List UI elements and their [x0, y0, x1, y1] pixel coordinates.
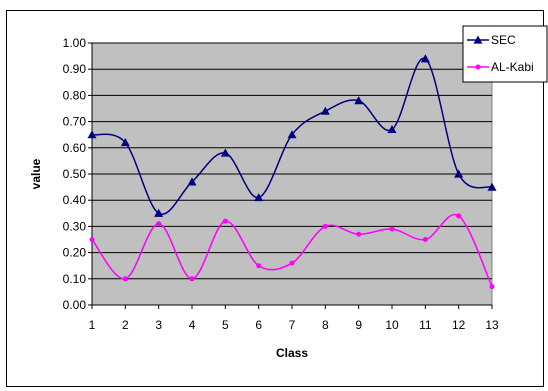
data-point — [387, 124, 397, 134]
y-tick-label: 0.00 — [63, 298, 87, 312]
x-tick-label: 5 — [222, 318, 229, 332]
legend: SEC AL-Kabi — [462, 25, 548, 83]
data-point — [322, 223, 328, 229]
legend-item: SEC — [467, 33, 516, 47]
y-tick-label: 0.80 — [63, 88, 87, 102]
y-tick-label: 0.20 — [63, 246, 87, 260]
y-tick-label: 0.90 — [63, 62, 87, 76]
data-point — [222, 218, 228, 224]
data-point — [356, 231, 362, 237]
legend-item: AL-Kabi — [467, 60, 534, 74]
x-tick-label: 10 — [385, 318, 399, 332]
data-point — [454, 169, 464, 178]
data-point — [122, 276, 128, 282]
data-point — [489, 284, 495, 290]
series-2 — [89, 213, 495, 290]
data-point — [420, 54, 430, 63]
x-tick-label: 4 — [189, 318, 196, 332]
y-tick-label: 0.50 — [63, 167, 87, 181]
x-tick-label: 7 — [289, 318, 296, 332]
y-tick-label: 0.60 — [63, 141, 87, 155]
x-tick-label: 8 — [322, 318, 329, 332]
data-point — [254, 193, 264, 202]
data-point — [220, 148, 230, 157]
data-point — [154, 208, 164, 217]
data-point — [156, 221, 162, 227]
y-tick-label: 1.00 — [63, 36, 87, 50]
legend-marker — [473, 35, 483, 44]
x-tick-label: 12 — [452, 318, 466, 332]
x-tick-label: 11 — [419, 318, 432, 332]
gridlines — [88, 42, 492, 306]
data-point — [422, 237, 428, 242]
legend-box — [462, 25, 548, 83]
y-tick-label: 0.70 — [63, 115, 87, 129]
data-point — [389, 226, 395, 232]
data-point — [189, 276, 195, 282]
x-tick-label: 9 — [355, 318, 362, 332]
x-tick-label: 3 — [155, 318, 162, 332]
y-tick-label: 0.40 — [63, 193, 87, 207]
data-point — [487, 182, 497, 191]
legend-marker — [475, 64, 481, 70]
y-axis-label: value — [29, 158, 43, 189]
x-tick-label: 2 — [122, 318, 129, 332]
data-point — [87, 130, 97, 139]
data-point — [354, 96, 364, 105]
x-tick-label: 13 — [485, 318, 499, 332]
data-point — [187, 177, 197, 186]
data-point — [320, 106, 330, 115]
data-point — [456, 213, 462, 219]
series-group — [87, 54, 497, 290]
data-point — [89, 237, 95, 242]
x-tick-labels: 1 2 3 4 5 6 7 8 9 10 11 12 13 — [89, 318, 499, 332]
data-point — [256, 263, 262, 269]
x-axis-label: Class — [276, 346, 308, 360]
series-1 — [87, 54, 497, 217]
data-point — [120, 138, 130, 147]
legend-label: SEC — [491, 33, 516, 47]
y-tick-label: 0.30 — [63, 219, 87, 233]
y-tick-label: 0.10 — [63, 272, 87, 286]
data-point — [289, 260, 295, 266]
data-point — [287, 130, 297, 139]
y-tick-labels: 0.00 0.10 0.20 0.30 0.40 0.50 0.60 0.70 0.80 0.90… — [63, 36, 87, 312]
x-tick-label: 6 — [255, 318, 262, 332]
x-tick-label: 1 — [89, 318, 96, 332]
axes — [91, 43, 493, 309]
legend-label: AL-Kabi — [491, 60, 534, 74]
